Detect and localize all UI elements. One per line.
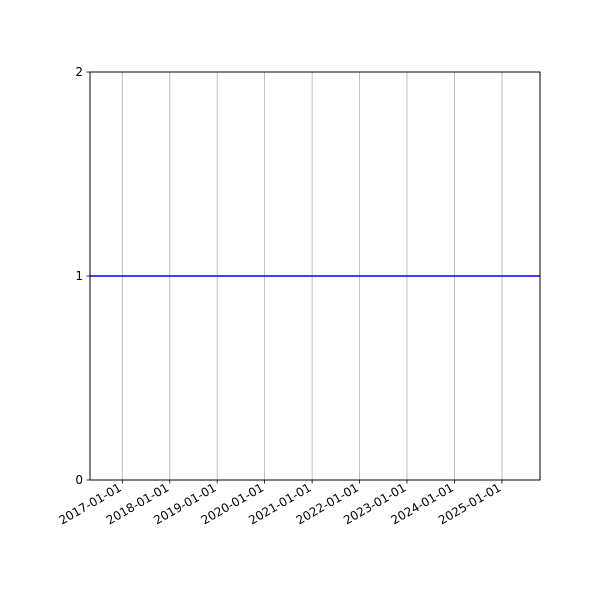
y-tick-label: 2 [75,65,83,79]
y-axis: 0 1 2 [75,65,90,487]
y-tick-label: 0 [75,473,83,487]
x-axis: 2017-01-012018-01-012019-01-012020-01-01… [56,480,503,527]
y-tick-label: 1 [75,269,83,283]
